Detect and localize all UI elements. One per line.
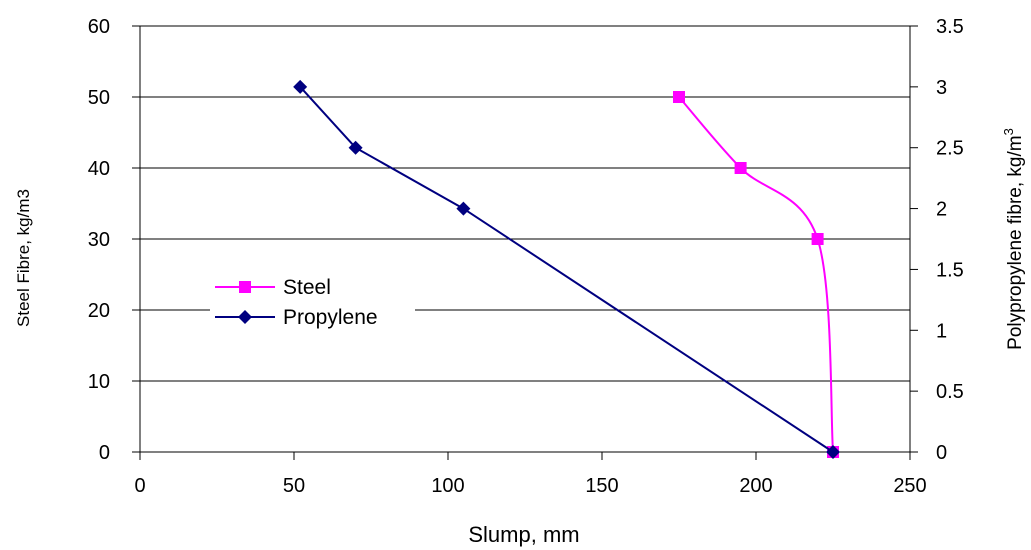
y-tick-label-left: 60 xyxy=(88,16,110,38)
axes xyxy=(132,25,918,460)
y-tick-label-right: 0 xyxy=(936,442,947,464)
y-tick-label-left: 30 xyxy=(88,229,110,251)
y-tick-label-left: 10 xyxy=(88,371,110,393)
x-tick-label: 0 xyxy=(134,475,145,497)
series-layer xyxy=(293,79,840,459)
legend: Steel Propylene xyxy=(210,270,415,350)
y-tick-label-right: 0.5 xyxy=(936,381,964,403)
legend-marker-steel xyxy=(239,281,251,293)
data-point-steel xyxy=(673,91,685,103)
data-point-propylene xyxy=(456,201,471,216)
x-tick-label: 100 xyxy=(431,475,464,497)
x-tick-label: 150 xyxy=(585,475,618,497)
y-tick-label-right: 2 xyxy=(936,199,947,221)
y-tick-label-left: 20 xyxy=(88,300,110,322)
legend-label-propylene: Propylene xyxy=(283,306,378,329)
y-tick-label-left: 50 xyxy=(88,87,110,109)
y-axis-title-right-superscript: 3 xyxy=(1001,128,1016,135)
tick-labels: 0 10 20 30 40 50 60 0 0.5 1 1.5 2 2.5 3 3.5 0 50 100 150 20… xyxy=(88,16,964,497)
y-tick-label-right: 3.5 xyxy=(936,16,964,38)
x-tick-label: 200 xyxy=(739,475,772,497)
x-tick-label: 50 xyxy=(283,475,305,497)
y-tick-label-right: 1 xyxy=(936,320,947,342)
data-point-propylene xyxy=(826,445,840,459)
data-point-propylene xyxy=(348,140,363,155)
data-point-steel xyxy=(734,162,747,174)
y-axis-title-right: Polypropylene fibre, kg/m3 xyxy=(1001,128,1026,350)
y-axis-title-right-text: Polypropylene fibre, kg/m xyxy=(1005,135,1026,349)
legend-label-steel: Steel xyxy=(283,276,331,299)
data-point-steel xyxy=(811,233,824,245)
x-tick-label: 250 xyxy=(893,475,926,497)
y-tick-label-right: 3 xyxy=(936,77,947,99)
y-tick-label-left: 40 xyxy=(88,158,110,180)
legend-marker-propylene xyxy=(238,310,252,324)
x-axis-title: Slump, mm xyxy=(468,522,579,547)
y-tick-label-left: 0 xyxy=(99,442,110,464)
series-line-steel xyxy=(678,96,834,453)
y-tick-label-right: 1.5 xyxy=(936,259,964,281)
series-line-propylene xyxy=(299,86,834,453)
y-axis-title-left: Steel Fibre, kg/m3 xyxy=(14,189,33,327)
y-tick-label-right: 2.5 xyxy=(936,138,964,160)
data-point-propylene xyxy=(293,79,308,94)
